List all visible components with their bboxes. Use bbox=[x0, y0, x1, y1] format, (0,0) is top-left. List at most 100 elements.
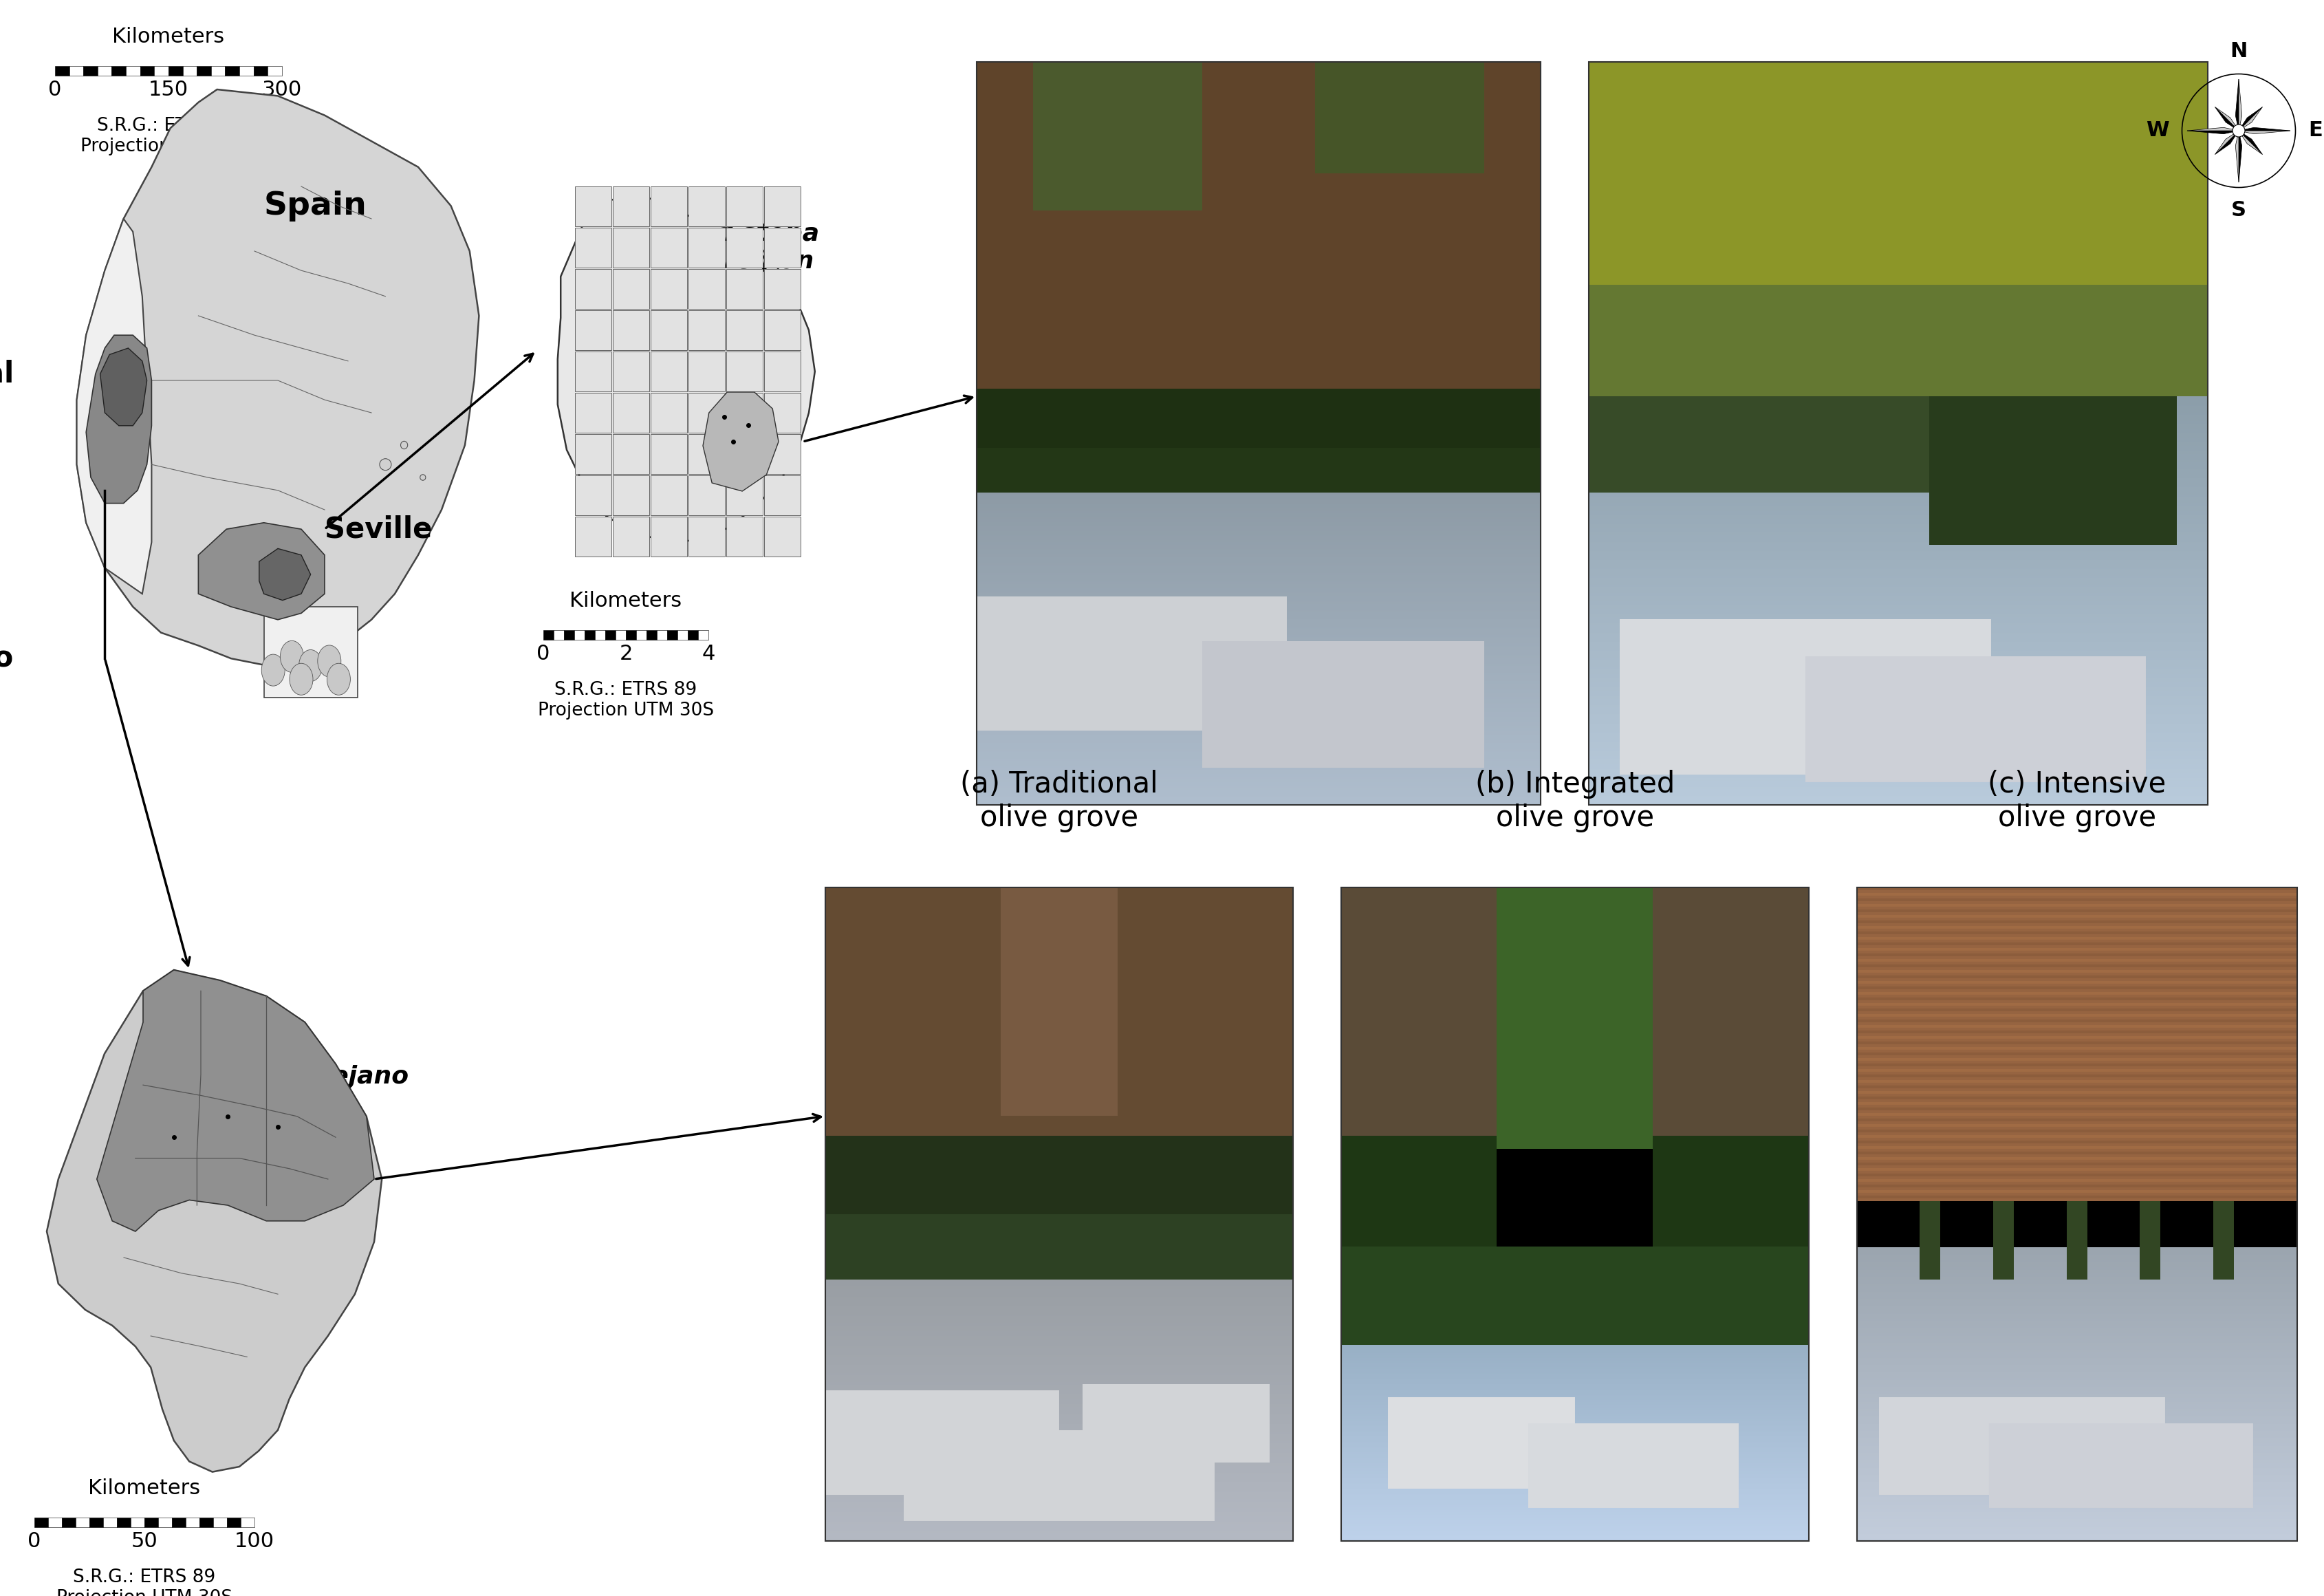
Bar bbox=[144, 1518, 158, 1527]
Bar bbox=[35, 1518, 49, 1527]
Bar bbox=[688, 270, 725, 310]
Bar bbox=[688, 351, 725, 391]
Bar bbox=[214, 1518, 228, 1527]
Bar bbox=[1587, 62, 2208, 804]
Bar bbox=[583, 630, 595, 640]
Polygon shape bbox=[98, 970, 374, 1232]
Bar bbox=[595, 630, 604, 640]
Text: (b) Integrated
olive grove: (b) Integrated olive grove bbox=[1476, 771, 1673, 833]
Text: Norte Alentejano
region: Norte Alentejano region bbox=[170, 1065, 409, 1116]
Text: 50: 50 bbox=[130, 1531, 158, 1551]
Bar bbox=[651, 393, 688, 433]
Bar bbox=[725, 228, 762, 268]
Text: Kilometers: Kilometers bbox=[88, 1478, 200, 1499]
Text: Alentejo: Alentejo bbox=[0, 645, 14, 674]
Bar bbox=[239, 65, 253, 75]
Bar bbox=[725, 393, 762, 433]
Bar bbox=[676, 630, 688, 640]
Text: Portugal: Portugal bbox=[0, 359, 14, 388]
Ellipse shape bbox=[281, 640, 304, 672]
Bar bbox=[116, 1518, 130, 1527]
Bar bbox=[242, 1518, 253, 1527]
Polygon shape bbox=[702, 393, 779, 492]
Polygon shape bbox=[558, 195, 816, 541]
Text: 0: 0 bbox=[537, 643, 551, 664]
Bar bbox=[688, 228, 725, 268]
Text: (a) Traditional
olive grove: (a) Traditional olive grove bbox=[960, 771, 1157, 833]
Bar bbox=[697, 630, 709, 640]
Bar bbox=[688, 630, 697, 640]
Bar bbox=[651, 187, 688, 227]
Text: Estepa
region: Estepa region bbox=[723, 222, 818, 273]
Polygon shape bbox=[2238, 128, 2289, 131]
Text: E: E bbox=[2308, 121, 2322, 140]
Polygon shape bbox=[2238, 80, 2240, 131]
Polygon shape bbox=[77, 89, 479, 666]
Text: Spain: Spain bbox=[263, 190, 367, 222]
Bar bbox=[616, 630, 625, 640]
Ellipse shape bbox=[379, 458, 390, 471]
Bar bbox=[553, 630, 565, 640]
Bar bbox=[200, 1518, 214, 1527]
Bar bbox=[70, 65, 84, 75]
Bar bbox=[614, 393, 648, 433]
Bar bbox=[725, 434, 762, 474]
Text: S.R.G.: ETRS 89
Projection UTM 30S: S.R.G.: ETRS 89 Projection UTM 30S bbox=[56, 1569, 232, 1596]
Bar bbox=[614, 434, 648, 474]
Bar bbox=[765, 434, 799, 474]
Bar bbox=[765, 270, 799, 310]
Bar bbox=[667, 630, 676, 640]
Bar bbox=[688, 434, 725, 474]
Bar bbox=[184, 65, 198, 75]
Text: 150: 150 bbox=[149, 80, 188, 99]
Bar bbox=[688, 476, 725, 516]
Bar bbox=[102, 1518, 116, 1527]
Bar bbox=[614, 351, 648, 391]
Text: W: W bbox=[2145, 121, 2168, 140]
Bar bbox=[637, 630, 646, 640]
Polygon shape bbox=[2238, 107, 2261, 131]
Bar bbox=[574, 351, 611, 391]
Text: S: S bbox=[2231, 201, 2245, 220]
Circle shape bbox=[2231, 124, 2245, 137]
Polygon shape bbox=[100, 348, 146, 426]
Bar bbox=[976, 62, 1541, 804]
Bar bbox=[253, 65, 267, 75]
Bar bbox=[651, 476, 688, 516]
Ellipse shape bbox=[318, 645, 342, 677]
Text: Seville: Seville bbox=[325, 514, 432, 544]
Bar bbox=[725, 310, 762, 350]
Bar bbox=[198, 65, 211, 75]
Bar bbox=[725, 517, 762, 557]
Ellipse shape bbox=[400, 440, 407, 448]
Bar bbox=[574, 228, 611, 268]
Polygon shape bbox=[46, 970, 381, 1472]
Polygon shape bbox=[2215, 131, 2238, 155]
Polygon shape bbox=[2215, 131, 2238, 155]
Bar bbox=[98, 65, 112, 75]
Bar bbox=[211, 65, 225, 75]
Bar bbox=[574, 187, 611, 227]
Bar bbox=[167, 65, 184, 75]
Text: (c) Intensive
olive grove: (c) Intensive olive grove bbox=[1987, 771, 2166, 833]
Ellipse shape bbox=[260, 654, 286, 686]
Ellipse shape bbox=[290, 664, 314, 694]
Bar bbox=[825, 887, 1292, 1542]
Bar bbox=[614, 476, 648, 516]
Bar bbox=[614, 517, 648, 557]
Bar bbox=[139, 65, 153, 75]
Polygon shape bbox=[2238, 131, 2289, 134]
Bar bbox=[574, 434, 611, 474]
Polygon shape bbox=[2187, 131, 2238, 134]
Bar bbox=[688, 187, 725, 227]
Polygon shape bbox=[258, 549, 311, 600]
Text: 4: 4 bbox=[702, 643, 716, 664]
Bar bbox=[651, 434, 688, 474]
Bar bbox=[225, 65, 239, 75]
Bar bbox=[1857, 887, 2296, 1542]
Bar bbox=[574, 517, 611, 557]
Bar bbox=[725, 270, 762, 310]
Polygon shape bbox=[77, 219, 151, 594]
Ellipse shape bbox=[300, 650, 323, 681]
Polygon shape bbox=[2238, 107, 2261, 131]
